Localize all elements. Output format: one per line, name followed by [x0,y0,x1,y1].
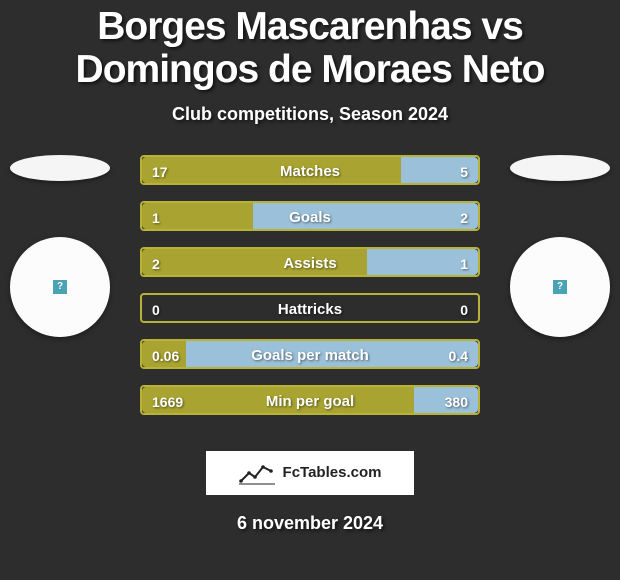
watermark-text: FcTables.com [283,464,382,481]
player-right-column [505,155,615,337]
player-left-column [5,155,115,337]
stat-row: 1669380Min per goal [140,385,480,415]
avatar-placeholder-icon [53,280,67,294]
stat-row: 0.060.4Goals per match [140,339,480,369]
watermark-logo: FcTables.com [206,451,414,495]
team-badge-right [510,155,610,181]
chart-icon [239,461,279,485]
comparison-area: 175Matches 12Goals 21Assists 00Hattricks 0.0… [0,155,620,435]
page-title: Borges Mascarenhas vs Domingos de Moraes… [0,0,620,92]
stat-row: 21Assists [140,247,480,277]
stat-label: Min per goal [142,387,478,413]
stat-label: Assists [142,249,478,275]
stat-label: Matches [142,157,478,183]
stat-label: Hattricks [142,295,478,321]
stat-bars: 175Matches 12Goals 21Assists 00Hattricks 0.0… [140,155,480,431]
stat-row: 12Goals [140,201,480,231]
stat-label: Goals [142,203,478,229]
date-label: 6 november 2024 [0,513,620,534]
team-badge-left [10,155,110,181]
player-avatar-left [10,237,110,337]
stat-row: 00Hattricks [140,293,480,323]
subtitle: Club competitions, Season 2024 [0,104,620,125]
stat-row: 175Matches [140,155,480,185]
stat-label: Goals per match [142,341,478,367]
avatar-placeholder-icon [553,280,567,294]
player-avatar-right [510,237,610,337]
